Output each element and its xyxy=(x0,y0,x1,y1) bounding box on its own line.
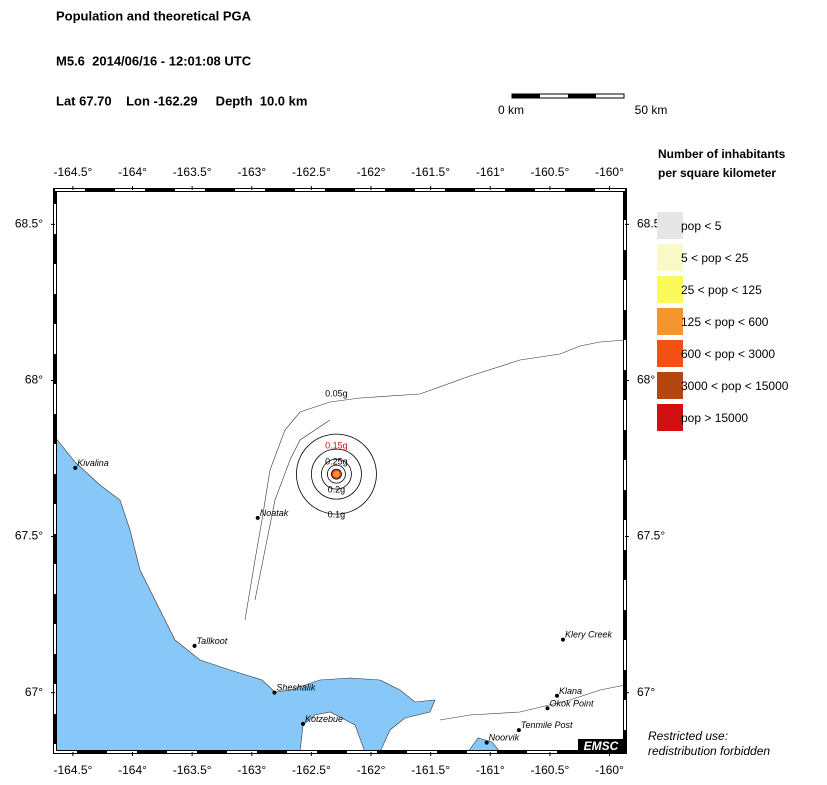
lon-label: -163° xyxy=(237,165,266,179)
town-label: Sheshalik xyxy=(276,683,316,693)
legend-swatch xyxy=(657,244,683,271)
town-label: Klana xyxy=(559,686,582,696)
sea xyxy=(54,436,436,753)
lon-label: -162° xyxy=(357,763,386,777)
lon-label: -162.5° xyxy=(292,763,331,777)
pga-contour xyxy=(296,433,377,515)
town xyxy=(301,721,306,726)
town-label: Klery Creek xyxy=(565,630,613,640)
lon-label: -160.5° xyxy=(530,763,569,777)
town xyxy=(545,706,550,711)
town xyxy=(255,515,260,520)
frame xyxy=(53,188,627,754)
lat-label: 68° xyxy=(25,373,43,387)
logo-box xyxy=(578,739,625,753)
lat-label: 68° xyxy=(637,373,655,387)
logo: EMSC xyxy=(584,739,619,753)
lon-label: -163° xyxy=(237,763,266,777)
coastline xyxy=(244,339,626,621)
legend-title: Number of inhabitants xyxy=(658,147,786,161)
lat-label: 67° xyxy=(25,685,43,699)
town-label: Noorvik xyxy=(489,733,520,743)
lon-label: -161° xyxy=(476,165,505,179)
town-label: Tallkoot xyxy=(197,636,228,646)
lat-label: 67.5° xyxy=(637,529,665,543)
lon-label: -161° xyxy=(476,763,505,777)
legend-swatch xyxy=(657,404,683,431)
lon-label: -164.5° xyxy=(53,165,92,179)
scale-label: 50 km xyxy=(635,103,668,117)
lat-label: 67° xyxy=(637,685,655,699)
pga-contour xyxy=(327,464,346,484)
epicenter xyxy=(331,469,341,479)
location-line: Lat 67.70 Lon -162.29 Depth 10.0 km xyxy=(56,93,307,108)
pga-contour xyxy=(321,458,352,490)
town xyxy=(516,728,521,733)
lon-label: -162° xyxy=(357,165,386,179)
lon-label: -160° xyxy=(595,763,624,777)
notice: Restricted use: xyxy=(648,729,728,743)
lon-label: -164.5° xyxy=(53,763,92,777)
pga-label: 0.1g xyxy=(328,509,346,519)
town xyxy=(192,643,197,648)
legend-label: 125 < pop < 600 xyxy=(681,315,769,329)
legend-swatch xyxy=(657,308,683,335)
town xyxy=(484,740,489,745)
town xyxy=(73,465,78,470)
notice: redistribution forbidden xyxy=(648,744,770,758)
river xyxy=(254,419,331,601)
pga-contour xyxy=(331,468,342,480)
lon-label: -162.5° xyxy=(292,165,331,179)
lon-label: -160.5° xyxy=(530,165,569,179)
legend-swatch xyxy=(657,372,683,399)
lon-label: -161.5° xyxy=(411,763,450,777)
lon-label: -163.5° xyxy=(173,763,212,777)
pga-label: 0.15g xyxy=(325,440,348,450)
legend-swatch xyxy=(657,340,683,367)
town-label: Noatak xyxy=(260,508,289,518)
legend-swatch xyxy=(657,212,683,239)
pga-label: 0.2g xyxy=(328,484,346,494)
legend-swatch xyxy=(657,276,683,303)
lon-label: -164° xyxy=(118,763,147,777)
town-label: Kotzebue xyxy=(305,714,343,724)
legend-label: 600 < pop < 3000 xyxy=(681,347,775,361)
event-line: M5.6 2014/06/16 - 12:01:08 UTC xyxy=(56,53,252,68)
legend-label: 25 < pop < 125 xyxy=(681,283,762,297)
title: Population and theoretical PGA xyxy=(56,8,252,23)
legend-label: 5 < pop < 25 xyxy=(681,251,749,265)
legend-title: per square kilometer xyxy=(658,166,776,180)
legend-label: pop < 5 xyxy=(681,219,722,233)
pga-label: 0.05g xyxy=(325,388,348,398)
river xyxy=(439,684,626,721)
legend-label: pop > 15000 xyxy=(681,411,748,425)
lat-label: 67.5° xyxy=(15,529,43,543)
town-label: Kivalina xyxy=(77,458,109,468)
lon-label: -161.5° xyxy=(411,165,450,179)
lon-label: -163.5° xyxy=(173,165,212,179)
lon-label: -160° xyxy=(595,165,624,179)
scale-bar: 0 km 50 km xyxy=(498,93,668,117)
town-label: Okok Point xyxy=(549,698,594,708)
pga-label: 0.25g xyxy=(325,456,348,466)
town xyxy=(560,637,565,642)
legend-label: 3000 < pop < 15000 xyxy=(681,379,789,393)
lat-label: 68.5° xyxy=(15,217,43,231)
pga-contour xyxy=(311,448,362,500)
lon-label: -164° xyxy=(118,165,147,179)
town xyxy=(272,690,277,695)
scale-label: 0 km xyxy=(498,103,524,117)
town xyxy=(555,693,560,698)
town-label: Tenmile Post xyxy=(521,720,573,730)
